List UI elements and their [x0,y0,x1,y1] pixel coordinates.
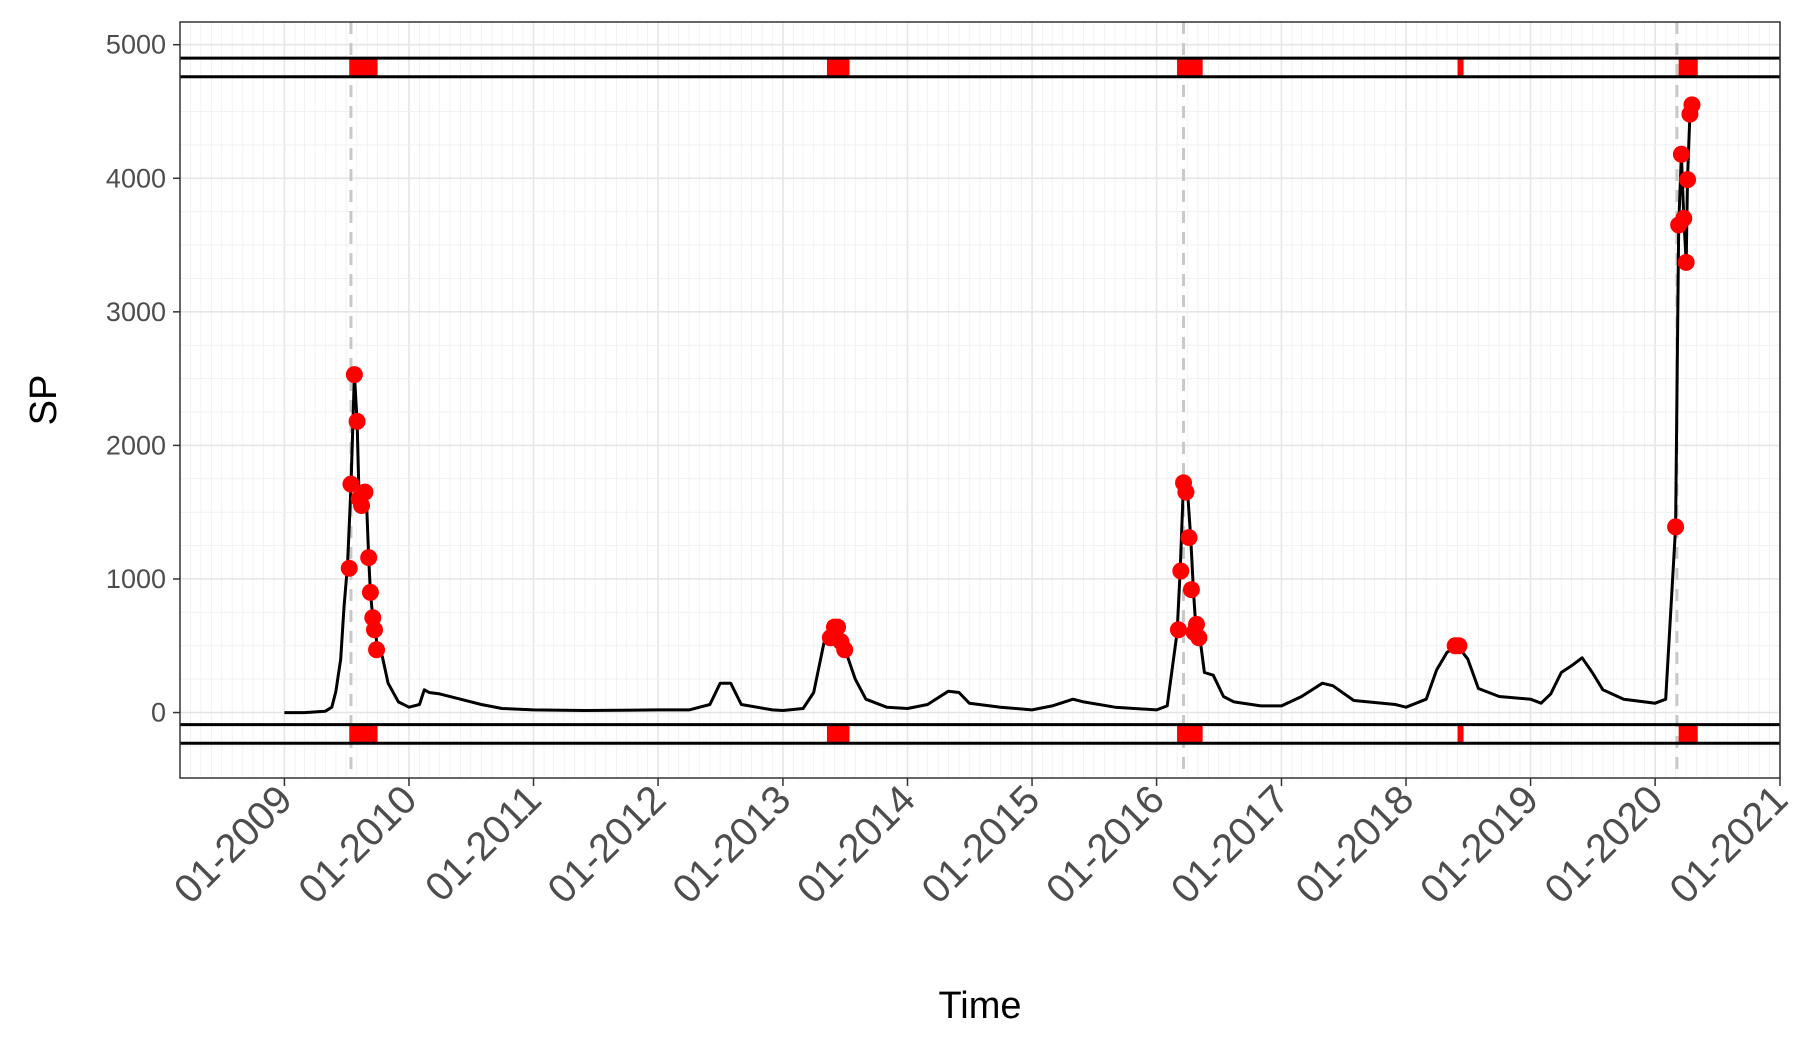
highlight-point [365,621,383,639]
x-tick-label: 01-2011 [417,777,550,910]
x-tick-label: 01-2010 [290,777,425,912]
highlight-point [1169,621,1187,639]
y-tick-label: 3000 [106,297,166,327]
highlight-point [1177,483,1195,501]
band-top-segment [1177,58,1203,77]
x-tick-label: 01-2018 [1287,777,1422,912]
highlight-point [1180,529,1198,547]
highlight-point [345,366,363,384]
highlight-point [1679,171,1697,189]
x-tick-label: 01-2019 [1412,777,1547,912]
highlight-point [1450,637,1468,655]
highlight-point [360,549,378,567]
highlight-point [1677,253,1695,271]
band-top-segment [1457,58,1464,77]
x-axis: 01-200901-201001-201101-201201-201301-20… [166,777,1796,912]
band-top-segment [1678,58,1698,77]
band-top-segment [349,58,378,77]
band-bottom-segment [349,724,378,744]
y-tick-label: 2000 [106,430,166,460]
x-tick-label: 01-2013 [664,777,799,912]
band-top-segment [826,58,850,77]
highlight-point [342,475,360,493]
highlight-point [1683,96,1701,114]
bands [180,56,1780,745]
y-tick-label: 4000 [106,163,166,193]
x-tick-label: 01-2020 [1537,777,1672,912]
band-bottom-segment [1177,724,1203,744]
x-tick-label: 01-2021 [1661,777,1796,912]
x-tick-label: 01-2016 [1038,777,1173,912]
highlight-point [829,618,847,636]
highlight-point [353,497,371,515]
panel-border [179,21,1781,779]
x-axis-title: Time [938,985,1021,1027]
band-bottom-segment [1678,724,1698,744]
x-tick-label: 01-2012 [540,777,675,912]
highlight-point [1172,562,1190,580]
highlight-point [1182,581,1200,599]
band-bottom-segment [1457,724,1464,744]
highlight-point [356,483,374,501]
highlight-point [1667,518,1685,536]
band-bottom-segment [826,724,850,744]
highlight-point [368,641,386,659]
highlight-point [1190,629,1208,647]
x-tick-label: 01-2017 [1163,777,1298,912]
x-tick-label: 01-2014 [789,777,924,912]
highlight-points [340,96,1701,659]
y-tick-label: 0 [151,698,166,728]
highlight-point [1672,145,1690,163]
y-tick-label: 5000 [106,30,166,60]
y-axis: 0 1000 2000 3000 4000 5000 [106,30,180,728]
y-axis-title: SP [23,375,65,426]
highlight-point [361,583,379,601]
highlight-point [836,641,854,659]
x-tick-label: 01-2009 [166,777,301,912]
x-tick-label: 01-2015 [913,777,1048,912]
highlight-point [348,412,366,430]
highlight-point [1188,615,1206,633]
y-tick-label: 1000 [106,564,166,594]
highlight-point [1675,209,1693,227]
highlight-point [340,559,358,577]
